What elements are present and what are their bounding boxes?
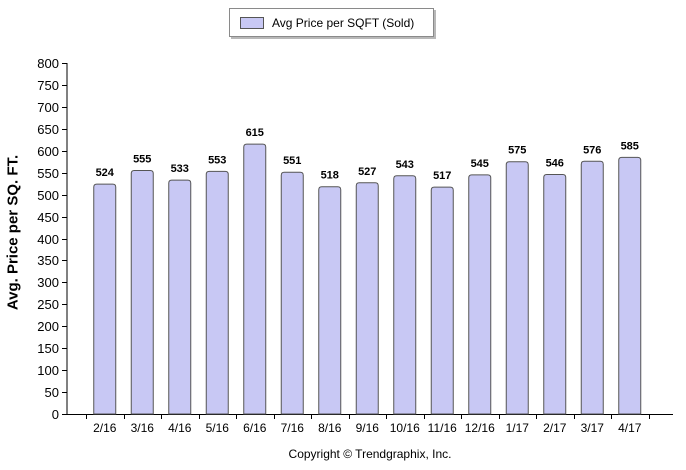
bar xyxy=(618,156,642,415)
x-tick-label: 7/16 xyxy=(281,421,305,435)
data-labels: 524 555 533 553 615 551 518 527 543 517 545 575 546 5… xyxy=(96,127,639,182)
y-tick-label: 100 xyxy=(37,363,59,378)
legend-swatch xyxy=(240,16,264,29)
bars xyxy=(93,143,642,415)
data-label: 543 xyxy=(396,159,414,171)
bar xyxy=(318,186,342,415)
data-label: 585 xyxy=(621,140,639,152)
x-tick-label: 3/17 xyxy=(581,421,605,435)
data-label: 545 xyxy=(471,158,489,170)
x-tick-label: 5/16 xyxy=(206,421,230,435)
bar xyxy=(393,175,417,415)
data-label: 576 xyxy=(583,144,601,156)
bar xyxy=(243,143,267,415)
data-label: 615 xyxy=(246,127,264,139)
y-tick-label: 200 xyxy=(37,319,59,334)
y-tick-label: 50 xyxy=(45,385,59,400)
data-label: 518 xyxy=(321,170,339,182)
x-tick-label: 2/16 xyxy=(93,421,117,435)
x-tick-label: 4/17 xyxy=(618,421,642,435)
data-label: 533 xyxy=(171,163,189,175)
x-tick-label: 2/17 xyxy=(543,421,567,435)
x-tick-label: 12/16 xyxy=(465,421,495,435)
data-label: 555 xyxy=(133,153,151,165)
data-label: 524 xyxy=(96,167,115,179)
data-label: 546 xyxy=(546,157,564,169)
x-tick-label: 4/16 xyxy=(168,421,192,435)
y-tick-label: 800 xyxy=(37,56,59,71)
y-tick-label: 600 xyxy=(37,144,59,159)
x-tick-label: 8/16 xyxy=(318,421,342,435)
legend-label: Avg Price per SQFT (Sold) xyxy=(272,15,415,30)
y-tick-label: 650 xyxy=(37,122,59,137)
copyright-text: Copyright © Trendgraphix, Inc. xyxy=(288,447,452,461)
y-tick-label: 350 xyxy=(37,253,59,268)
y-axis-title: Avg. Price per SQ. FT. xyxy=(4,154,22,311)
x-tick-label: 6/16 xyxy=(243,421,267,435)
bar xyxy=(505,161,529,415)
x-tick-label: 11/16 xyxy=(428,421,457,435)
y-tick-label: 500 xyxy=(37,188,59,203)
bar xyxy=(205,170,229,415)
data-label: 575 xyxy=(508,145,526,157)
bar xyxy=(430,186,454,415)
y-tick-label: 150 xyxy=(37,341,59,356)
bar xyxy=(355,182,379,415)
y-tick-label: 750 xyxy=(37,78,59,93)
bar xyxy=(280,171,304,415)
x-tick-label: 9/16 xyxy=(356,421,380,435)
data-label: 551 xyxy=(283,155,301,167)
y-tick-label: 450 xyxy=(37,210,59,225)
data-label: 517 xyxy=(433,170,451,182)
legend: Avg Price per SQFT (Sold) xyxy=(229,8,434,37)
y-tick-label: 400 xyxy=(37,232,59,247)
x-tick-label: 1/17 xyxy=(506,421,530,435)
x-axis: 2/16 3/16 4/16 5/16 6/16 7/16 8/16 9/16 10/16 11/… xyxy=(67,414,673,435)
bar xyxy=(580,160,604,415)
y-axis: 0 50 100 150 200 250 300 350 400 450 500 550 600 650 7… xyxy=(37,56,68,422)
y-tick-label: 700 xyxy=(37,100,59,115)
y-tick-label: 550 xyxy=(37,166,59,181)
y-tick-label: 300 xyxy=(37,275,59,290)
y-tick-label: 250 xyxy=(37,297,59,312)
bar xyxy=(468,174,492,415)
bar xyxy=(168,179,192,415)
data-label: 553 xyxy=(208,154,226,166)
x-tick-label: 10/16 xyxy=(390,421,420,435)
bar xyxy=(93,183,117,415)
x-tick-label: 3/16 xyxy=(131,421,155,435)
bar xyxy=(543,173,567,415)
y-tick-label: 0 xyxy=(52,407,59,422)
bar xyxy=(130,169,154,415)
data-label: 527 xyxy=(358,166,376,178)
